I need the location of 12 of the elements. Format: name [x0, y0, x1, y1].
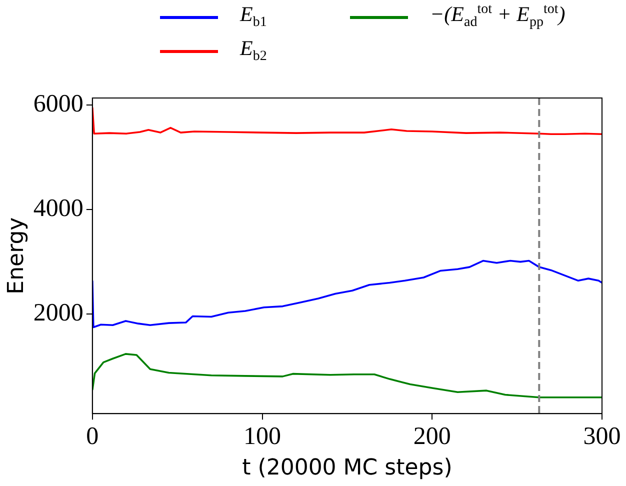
legend-label: E$_{b1}$: [240, 2, 267, 32]
legend-label: E$_{b2}$: [240, 36, 267, 66]
y-tick-label: 6000: [33, 90, 84, 118]
x-tick-label: 100: [244, 423, 282, 450]
x-tick-label: 200: [413, 423, 451, 450]
x-tick-label: 0: [86, 423, 99, 450]
legend-label: −(E$_{ad}$$^{tot}$ + E$_{pp}$$^{tot}$): [430, 2, 566, 32]
x-tick-label: 300: [583, 423, 621, 450]
y-tick-label: 4000: [33, 195, 84, 222]
y-tick-label: 2000: [33, 300, 84, 327]
x-axis-title: t (20000 MC steps): [242, 456, 452, 481]
y-axis-title: Energy: [4, 217, 29, 294]
